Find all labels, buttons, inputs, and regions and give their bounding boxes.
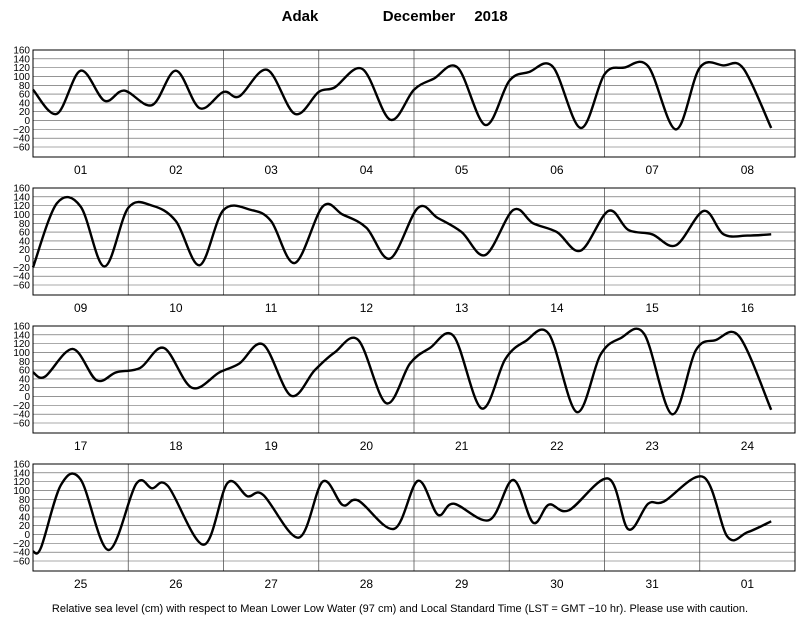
y-tick-label: 60	[19, 90, 31, 101]
y-tick-label: 160	[13, 184, 30, 195]
day-label: 11	[265, 301, 278, 315]
day-label: 10	[169, 301, 183, 315]
panel-frame	[32, 325, 796, 434]
panel-frame	[32, 463, 796, 572]
sea-level-curve	[31, 195, 772, 268]
y-tick-label: 120	[13, 339, 30, 350]
day-label: 31	[645, 577, 659, 591]
day-label: 24	[741, 439, 755, 453]
y-tick-label: 160	[13, 460, 30, 471]
day-label: 08	[741, 163, 755, 177]
y-tick-label: 60	[19, 228, 31, 239]
footnote: Relative sea level (cm) with respect to …	[52, 603, 748, 615]
y-tick-label: −40	[13, 134, 30, 145]
day-label: 13	[455, 301, 469, 315]
y-tick-label: −20	[13, 125, 30, 136]
y-tick-label: 40	[19, 374, 31, 385]
year-label: 2018	[474, 8, 507, 25]
station-name: Adak	[282, 8, 319, 25]
y-tick-label: 20	[19, 383, 31, 394]
y-tick-label: 0	[24, 116, 30, 127]
day-label: 07	[645, 163, 659, 177]
y-tick-label: 60	[19, 504, 31, 515]
day-label: 17	[74, 439, 88, 453]
y-tick-label: 100	[13, 348, 30, 359]
y-tick-label: 100	[13, 72, 30, 83]
y-tick-label: 80	[19, 495, 31, 506]
day-label: 22	[550, 439, 564, 453]
day-label: 20	[360, 439, 374, 453]
day-label: 01	[74, 163, 88, 177]
day-label: 29	[455, 577, 469, 591]
day-label: 28	[360, 577, 374, 591]
y-tick-label: −40	[13, 410, 30, 421]
day-label: 26	[169, 577, 183, 591]
y-tick-label: 0	[24, 254, 30, 265]
y-tick-label: 80	[19, 357, 31, 368]
y-tick-label: −60	[13, 281, 30, 292]
y-tick-label: 20	[19, 245, 31, 256]
y-tick-label: 100	[13, 210, 30, 221]
y-tick-label: 140	[13, 468, 30, 479]
y-tick-label: 60	[19, 366, 31, 377]
day-label: 25	[74, 577, 88, 591]
y-tick-label: 20	[19, 521, 31, 532]
month-name: December	[383, 8, 456, 25]
y-tick-label: 40	[19, 98, 31, 109]
sea-level-curve	[32, 327, 773, 416]
panel-frame	[32, 49, 796, 158]
y-tick-label: −40	[13, 272, 30, 283]
day-label: 04	[360, 163, 374, 177]
day-label: 18	[169, 439, 183, 453]
day-label: 01	[741, 577, 755, 591]
y-tick-label: 40	[19, 236, 31, 247]
y-tick-label: 140	[13, 330, 30, 341]
day-label: 16	[741, 301, 755, 315]
y-tick-label: 140	[13, 54, 30, 65]
y-tick-label: 40	[19, 512, 31, 523]
y-tick-label: 80	[19, 81, 31, 92]
y-tick-label: 0	[24, 392, 30, 403]
day-label: 23	[645, 439, 659, 453]
day-label: 05	[455, 163, 469, 177]
y-tick-label: −20	[13, 401, 30, 412]
y-tick-label: −60	[13, 419, 30, 430]
y-tick-label: 0	[24, 530, 30, 541]
day-label: 30	[550, 577, 564, 591]
sea-level-curve	[31, 472, 772, 555]
y-tick-label: 140	[13, 192, 30, 203]
y-tick-label: −40	[13, 548, 30, 559]
sea-level-curve	[32, 60, 773, 131]
day-label: 21	[455, 439, 469, 453]
y-tick-label: 160	[13, 322, 30, 333]
y-tick-label: −20	[13, 263, 30, 274]
panel-frame	[32, 187, 796, 296]
day-label: 15	[645, 301, 659, 315]
y-tick-label: 160	[13, 46, 30, 57]
day-label: 09	[74, 301, 88, 315]
day-label: 14	[550, 301, 564, 315]
y-tick-label: 80	[19, 219, 31, 230]
y-tick-label: −60	[13, 143, 30, 154]
day-label: 03	[264, 163, 278, 177]
y-tick-label: 120	[13, 63, 30, 74]
y-tick-label: 100	[13, 486, 30, 497]
day-label: 02	[169, 163, 183, 177]
y-tick-label: 120	[13, 201, 30, 212]
y-tick-label: −20	[13, 539, 30, 550]
y-tick-label: 20	[19, 107, 31, 118]
y-tick-label: 120	[13, 477, 30, 488]
day-label: 12	[360, 301, 374, 315]
day-label: 06	[550, 163, 564, 177]
day-label: 19	[264, 439, 278, 453]
day-label: 27	[264, 577, 278, 591]
y-tick-label: −60	[13, 557, 30, 568]
